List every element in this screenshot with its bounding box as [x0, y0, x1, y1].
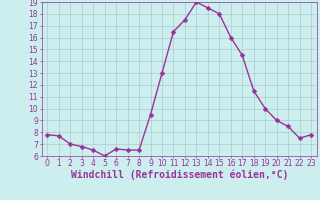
X-axis label: Windchill (Refroidissement éolien,°C): Windchill (Refroidissement éolien,°C)	[70, 170, 288, 180]
